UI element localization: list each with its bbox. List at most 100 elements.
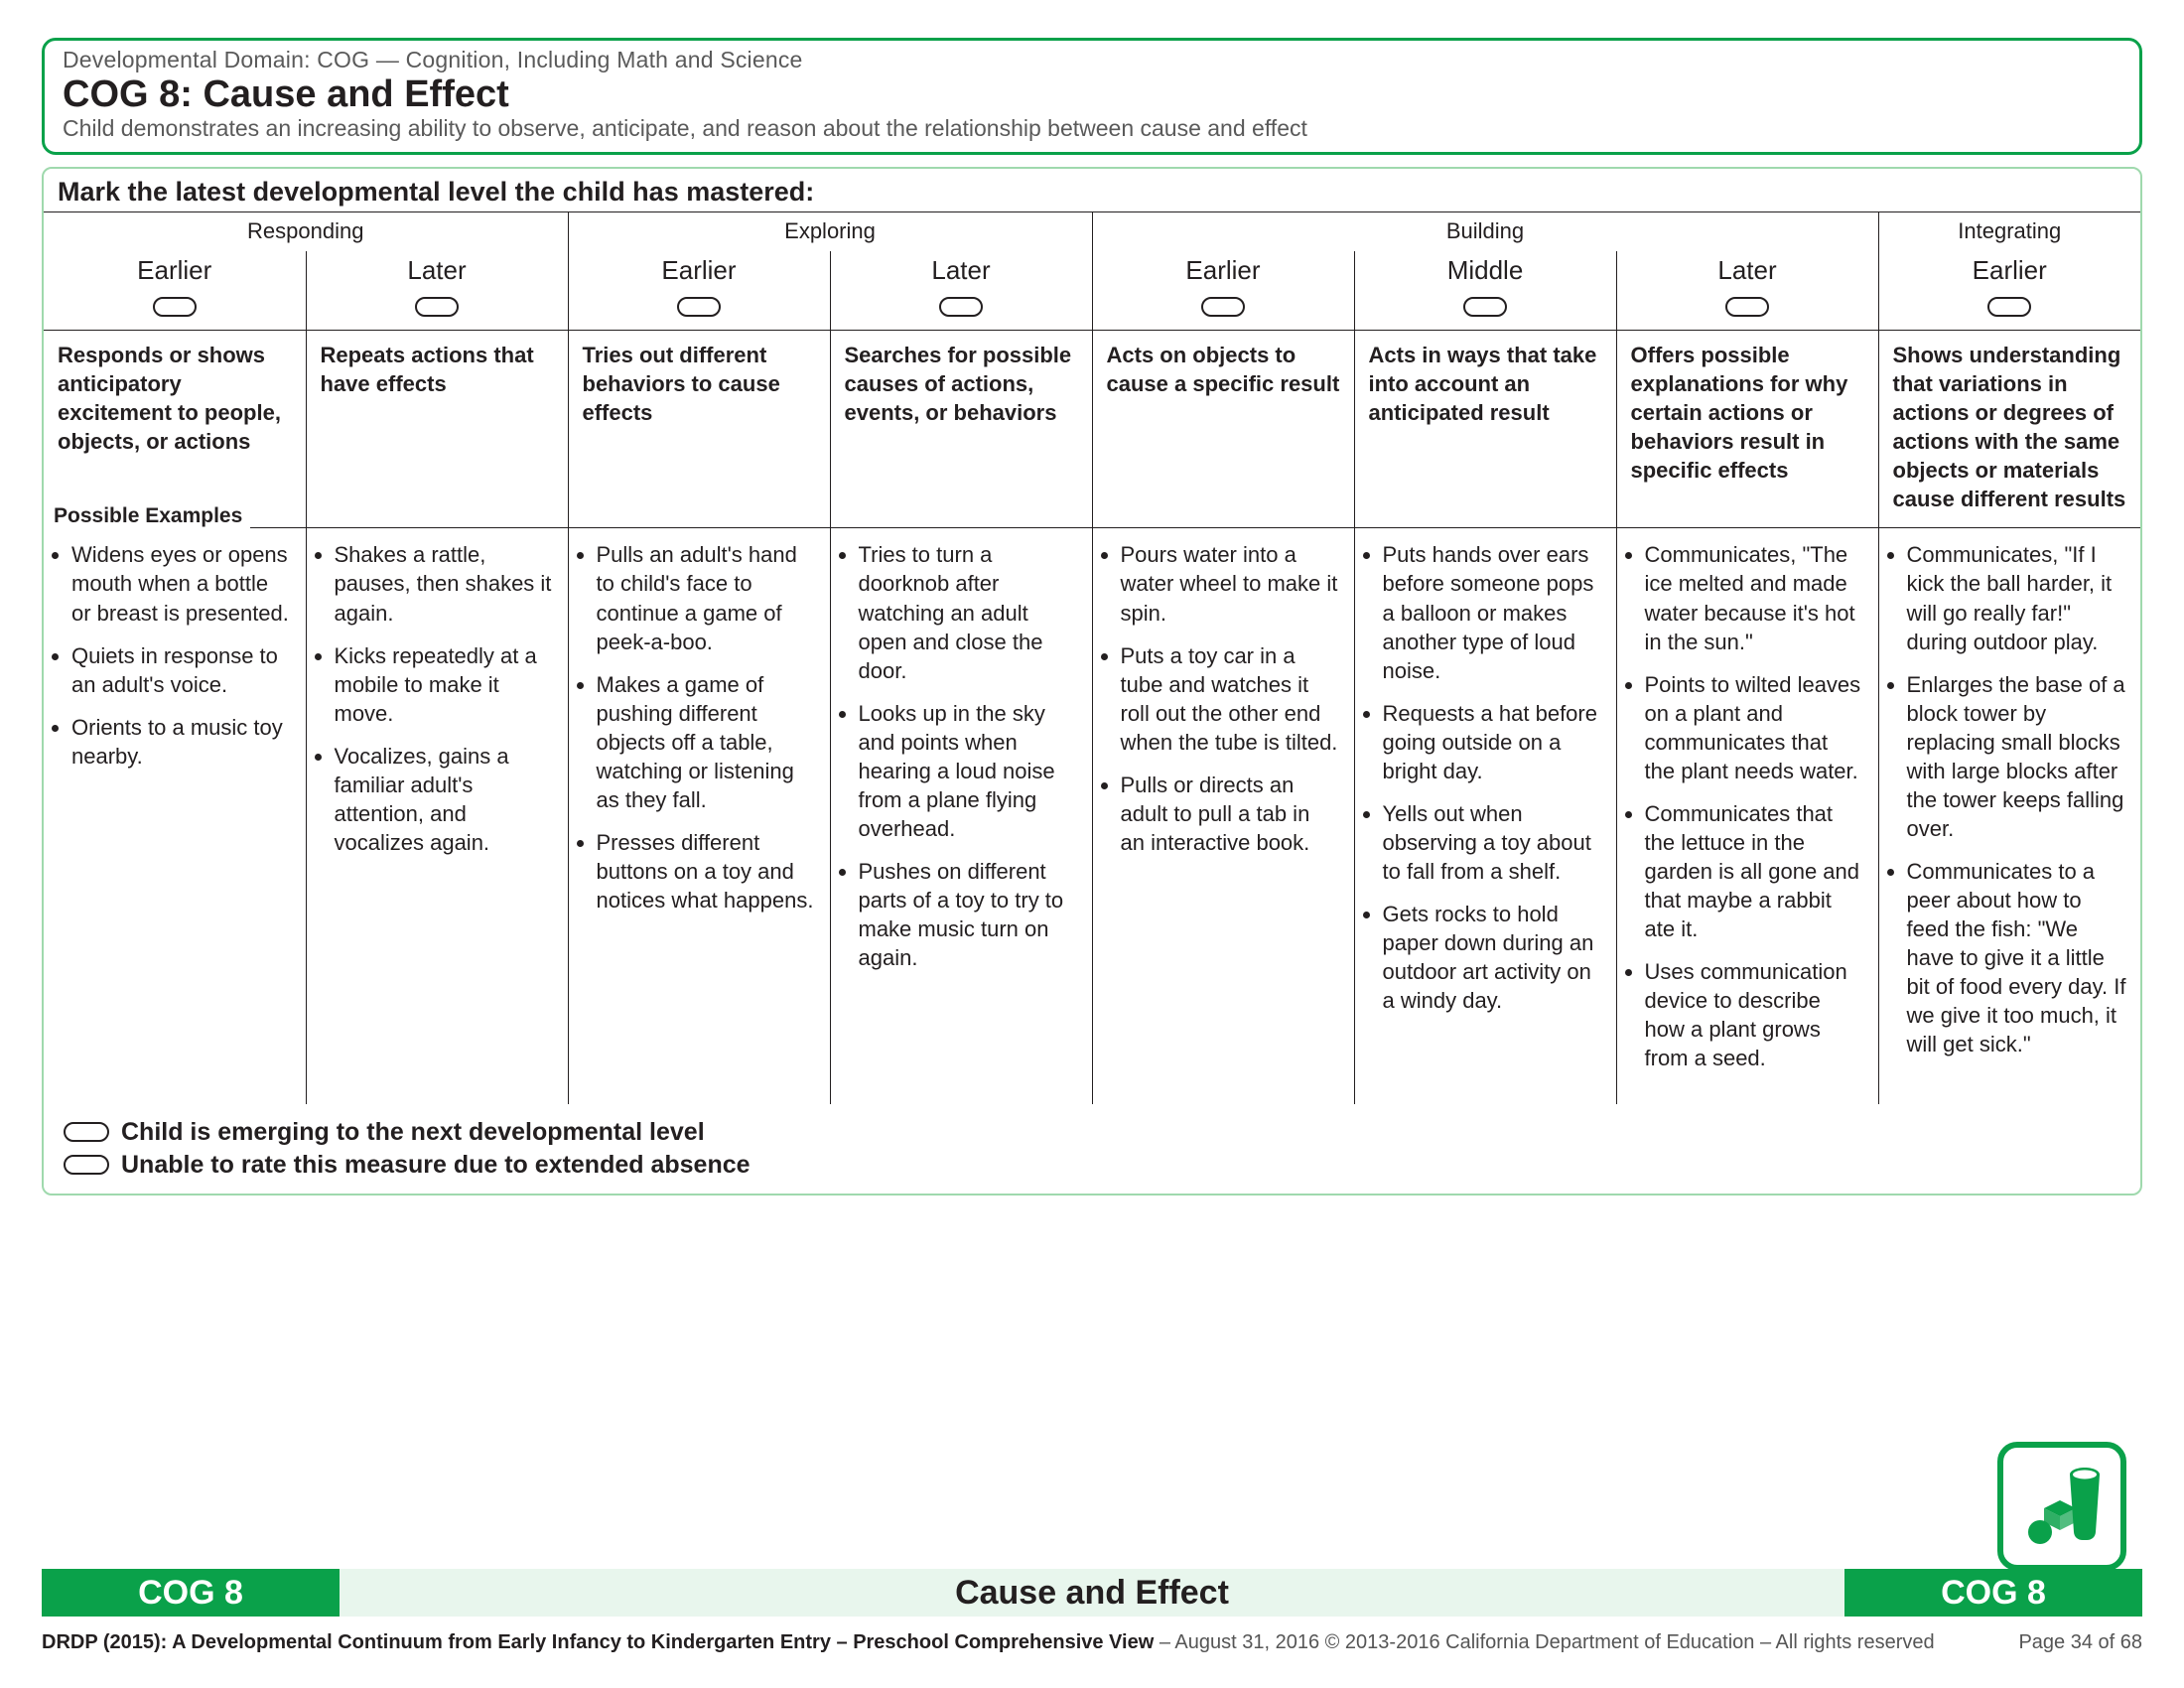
example-item: Pushes on different parts of a toy to tr…	[859, 857, 1082, 972]
bubble-icon[interactable]	[64, 1122, 109, 1142]
stage-header: Exploring	[568, 211, 1092, 251]
footer-meta: DRDP (2015): A Developmental Continuum f…	[42, 1631, 2142, 1654]
sublevel-header: Earlier	[1878, 251, 2140, 331]
example-item: Communicates to a peer about how to feed…	[1907, 857, 2131, 1058]
example-item: Quiets in response to an adult's voice.	[71, 641, 296, 699]
examples-cell: Shakes a rattle, pauses, then shakes it …	[306, 528, 568, 1104]
example-item: Widens eyes or opens mouth when a bottle…	[71, 540, 296, 627]
descriptor-cell: Shows understanding that variations in a…	[1878, 331, 2140, 528]
example-item: Orients to a music toy nearby.	[71, 713, 296, 771]
examples-list: Shakes a rattle, pauses, then shakes it …	[315, 540, 558, 856]
example-item: Uses communication device to describe ho…	[1645, 957, 1868, 1072]
matrix-container: Mark the latest developmental level the …	[42, 167, 2142, 1196]
examples-list: Communicates, "If I kick the ball harder…	[1887, 540, 2131, 1058]
domain-icon	[1997, 1442, 2126, 1571]
rating-bubble[interactable]	[1463, 297, 1507, 317]
examples-list: Pours water into a water wheel to make i…	[1101, 540, 1344, 856]
examples-label: Possible Examples	[42, 502, 250, 530]
sublevel-label: Earlier	[1879, 253, 2141, 287]
example-item: Tries to turn a doorknob after watching …	[859, 540, 1082, 684]
examples-list: Tries to turn a doorknob after watching …	[839, 540, 1082, 971]
footer-title: Cause and Effect	[340, 1569, 1844, 1617]
rating-bubble[interactable]	[153, 297, 197, 317]
examples-cell: Widens eyes or opens mouth when a bottle…	[44, 528, 306, 1104]
legend: Child is emerging to the next developmen…	[44, 1104, 2140, 1194]
examples-list: Communicates, "The ice melted and made w…	[1625, 540, 1868, 1072]
sublevel-label: Earlier	[44, 253, 306, 287]
descriptor-row: Responds or shows anticipatory excitemen…	[44, 331, 2140, 528]
sublevel-header: Middle	[1354, 251, 1616, 331]
descriptor-cell: Acts on objects to cause a specific resu…	[1092, 331, 1354, 528]
sublevel-label: Later	[307, 253, 568, 287]
footer-left-bold: DRDP (2015): A Developmental Continuum f…	[42, 1631, 1154, 1653]
bubble-icon[interactable]	[64, 1155, 109, 1175]
example-item: Pulls or directs an adult to pull a tab …	[1121, 771, 1344, 857]
instruction-line: Mark the latest developmental level the …	[44, 169, 2140, 211]
descriptor-cell: Searches for possible causes of actions,…	[830, 331, 1092, 528]
examples-list: Puts hands over ears before someone pops…	[1363, 540, 1606, 1014]
stage-row: RespondingExploringBuildingIntegrating	[44, 211, 2140, 251]
rating-bubble[interactable]	[415, 297, 459, 317]
sublevel-header: Earlier	[44, 251, 306, 331]
stage-header: Integrating	[1878, 211, 2140, 251]
example-item: Communicates, "If I kick the ball harder…	[1907, 540, 2131, 655]
rating-bubble[interactable]	[1201, 297, 1245, 317]
descriptor-cell: Tries out different behaviors to cause e…	[568, 331, 830, 528]
sublevel-label: Earlier	[1093, 253, 1354, 287]
descriptor-cell: Responds or shows anticipatory excitemen…	[44, 331, 306, 528]
examples-cell: Pours water into a water wheel to make i…	[1092, 528, 1354, 1104]
example-item: Looks up in the sky and points when hear…	[859, 699, 1082, 843]
footer-left-rest: – August 31, 2016 © 2013-2016 California…	[1160, 1631, 1935, 1653]
rating-bubble[interactable]	[1987, 297, 2031, 317]
page: Developmental Domain: COG — Cognition, I…	[0, 0, 2184, 1688]
sublevel-header: Later	[1616, 251, 1878, 331]
example-item: Presses different buttons on a toy and n…	[597, 828, 820, 914]
legend-unable: Unable to rate this measure due to exten…	[64, 1151, 2126, 1180]
rating-bubble[interactable]	[1725, 297, 1769, 317]
footer-bar: COG 8 Cause and Effect COG 8	[42, 1569, 2142, 1617]
header-box: Developmental Domain: COG — Cognition, I…	[42, 38, 2142, 155]
rating-bubble[interactable]	[939, 297, 983, 317]
sublevel-label: Later	[831, 253, 1092, 287]
footer-page: Page 34 of 68	[2018, 1631, 2142, 1654]
footer-tab-left: COG 8	[42, 1569, 340, 1617]
example-item: Yells out when observing a toy about to …	[1383, 799, 1606, 886]
example-item: Puts a toy car in a tube and watches it …	[1121, 641, 1344, 757]
example-item: Communicates, "The ice melted and made w…	[1645, 540, 1868, 655]
example-item: Pours water into a water wheel to make i…	[1121, 540, 1344, 627]
descriptor-cell: Offers possible explanations for why cer…	[1616, 331, 1878, 528]
sublevel-label: Earlier	[569, 253, 830, 287]
example-item: Vocalizes, gains a familiar adult's atte…	[335, 742, 558, 857]
rubric-table: RespondingExploringBuildingIntegrating E…	[44, 211, 2140, 1104]
examples-cell: Puts hands over ears before someone pops…	[1354, 528, 1616, 1104]
sublevel-header: Earlier	[1092, 251, 1354, 331]
sublevel-label: Middle	[1355, 253, 1616, 287]
examples-cell: Tries to turn a doorknob after watching …	[830, 528, 1092, 1104]
legend-unable-text: Unable to rate this measure due to exten…	[121, 1151, 751, 1180]
domain-line: Developmental Domain: COG — Cognition, I…	[63, 47, 2121, 73]
legend-emerging-text: Child is emerging to the next developmen…	[121, 1118, 705, 1147]
example-item: Shakes a rattle, pauses, then shakes it …	[335, 540, 558, 627]
measure-title: COG 8: Cause and Effect	[63, 75, 2121, 115]
examples-cell: Communicates, "The ice melted and made w…	[1616, 528, 1878, 1104]
examples-cell: Communicates, "If I kick the ball harder…	[1878, 528, 2140, 1104]
sublevel-header: Later	[830, 251, 1092, 331]
descriptor-cell: Acts in ways that take into account an a…	[1354, 331, 1616, 528]
sublevel-header: Later	[306, 251, 568, 331]
stage-header: Responding	[44, 211, 568, 251]
sublevel-row: EarlierLaterEarlierLaterEarlierMiddleLat…	[44, 251, 2140, 331]
examples-list: Widens eyes or opens mouth when a bottle…	[52, 540, 296, 770]
footer-left: DRDP (2015): A Developmental Continuum f…	[42, 1631, 1935, 1654]
example-item: Puts hands over ears before someone pops…	[1383, 540, 1606, 684]
stage-header: Building	[1092, 211, 1878, 251]
footer-tab-right: COG 8	[1844, 1569, 2142, 1617]
example-item: Communicates that the lettuce in the gar…	[1645, 799, 1868, 943]
legend-emerging: Child is emerging to the next developmen…	[64, 1118, 2126, 1147]
example-item: Enlarges the base of a block tower by re…	[1907, 670, 2131, 843]
rating-bubble[interactable]	[677, 297, 721, 317]
examples-row: Widens eyes or opens mouth when a bottle…	[44, 528, 2140, 1104]
descriptor-cell: Repeats actions that have effects	[306, 331, 568, 528]
example-item: Pulls an adult's hand to child's face to…	[597, 540, 820, 655]
sublevel-label: Later	[1617, 253, 1878, 287]
examples-cell: Pulls an adult's hand to child's face to…	[568, 528, 830, 1104]
